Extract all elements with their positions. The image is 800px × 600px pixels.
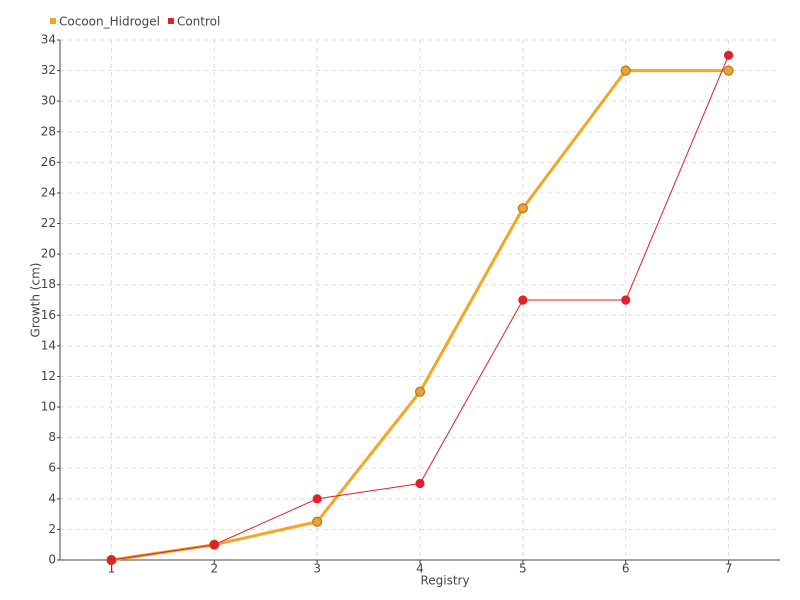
y-axis-label: Growth (cm)	[29, 263, 43, 338]
y-tick-label: 2	[48, 522, 56, 536]
y-tick-label: 30	[41, 94, 56, 108]
x-tick-label: 2	[210, 562, 218, 576]
x-tick-label: 1	[108, 562, 116, 576]
y-tick-label: 10	[41, 400, 56, 414]
x-tick-label: 6	[622, 562, 630, 576]
y-tick-label: 32	[41, 63, 56, 77]
y-tick-label: 14	[41, 338, 56, 352]
y-tick-label: 20	[41, 247, 56, 261]
y-tick-label: 4	[48, 491, 56, 505]
y-tick-label: 8	[48, 430, 56, 444]
point	[517, 203, 528, 214]
legend-swatch	[167, 18, 174, 24]
legend-swatch	[50, 18, 56, 24]
y-tick-label: 26	[41, 155, 56, 169]
y-tick-label: 16	[41, 308, 56, 322]
x-axis-label: Registry	[420, 574, 469, 588]
point	[209, 540, 219, 550]
point	[621, 295, 631, 305]
point	[414, 386, 426, 397]
x-tick-label: 3	[313, 562, 321, 576]
x-tick-label: 4	[416, 562, 424, 576]
y-tick-label: 6	[48, 461, 56, 475]
y-tick-label: 0	[48, 553, 56, 567]
point	[106, 555, 117, 565]
y-tick-label: 34	[41, 33, 56, 47]
y-tick-label: 18	[41, 277, 56, 291]
point	[723, 65, 734, 76]
point	[620, 65, 631, 76]
point	[312, 494, 322, 504]
point	[312, 516, 323, 527]
y-tick-label: 28	[41, 124, 56, 138]
x-tick-label: 5	[519, 562, 527, 576]
y-tick-label: 22	[41, 216, 56, 230]
point	[518, 295, 528, 305]
point	[415, 478, 425, 489]
y-tick-label: 12	[41, 369, 56, 383]
point	[723, 50, 734, 60]
x-tick-label: 7	[725, 562, 733, 576]
y-tick-label: 24	[41, 185, 56, 199]
legend-label: Control	[177, 15, 220, 29]
legend-label: Cocoon_Hidrogel	[59, 15, 160, 29]
